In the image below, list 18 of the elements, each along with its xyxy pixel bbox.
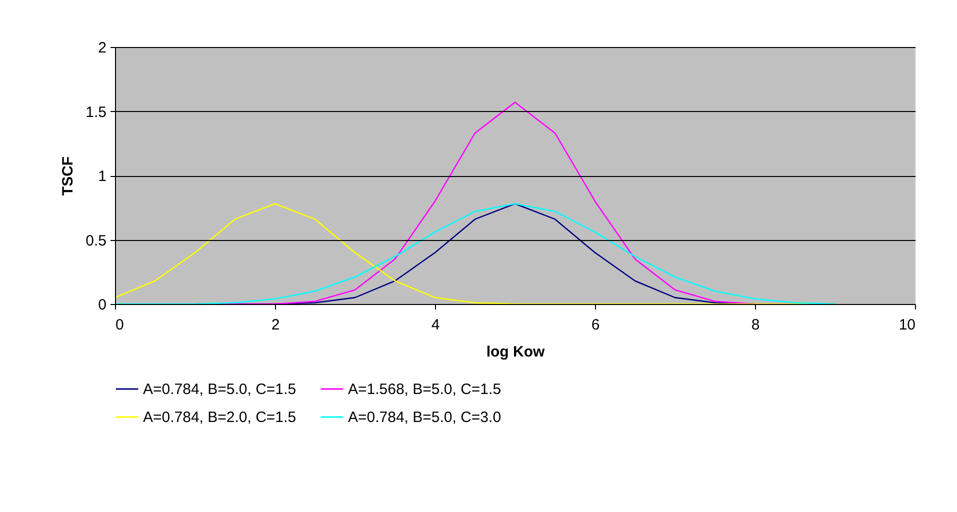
legend-label: A=0.784, B=5.0, C=3.0 bbox=[348, 409, 502, 426]
y-tick-label: 1.5 bbox=[86, 104, 106, 121]
legend-label: A=0.784, B=5.0, C=1.5 bbox=[143, 381, 296, 398]
y-tick-label: 0 bbox=[98, 296, 106, 314]
x-tick-label: 0 bbox=[116, 316, 124, 334]
legend-label: A=0.784, B=2.0, C=1.5 bbox=[143, 409, 296, 426]
legend-label: A=1.568, B=5.0, C=1.5 bbox=[348, 381, 502, 398]
y-tick-label: 0.5 bbox=[86, 232, 106, 250]
y-axis-title: TSCF bbox=[60, 156, 77, 196]
line-series bbox=[115, 203, 836, 304]
x-tick-label: 6 bbox=[591, 316, 600, 334]
y-tick-label: 2 bbox=[98, 40, 106, 56]
x-tick-label: 4 bbox=[431, 316, 440, 334]
y-tick-label: 1 bbox=[98, 168, 106, 185]
x-axis-title: log Kow bbox=[486, 344, 545, 360]
x-tick-label: 10 bbox=[898, 316, 916, 334]
x-tick-label: 8 bbox=[751, 316, 760, 334]
x-tick-label: 2 bbox=[271, 316, 280, 334]
